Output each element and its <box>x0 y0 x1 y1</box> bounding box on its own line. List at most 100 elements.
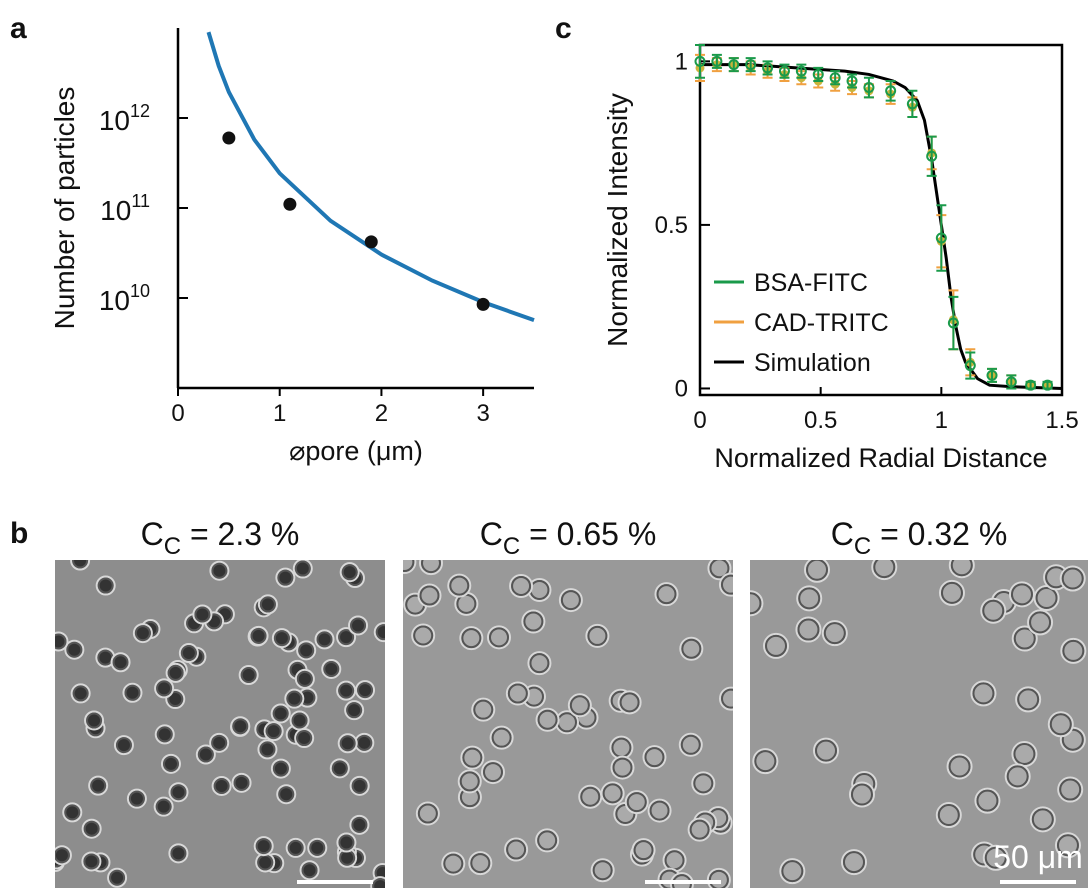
panel-label: b <box>10 517 28 550</box>
cell-halo <box>647 798 672 823</box>
cell-halo <box>289 710 310 731</box>
cell <box>1056 834 1079 857</box>
cell <box>97 649 114 666</box>
cell <box>511 575 532 596</box>
cell-halo <box>567 693 592 718</box>
cell <box>823 622 846 645</box>
point <box>863 82 875 94</box>
cell <box>162 755 179 772</box>
cell <box>257 854 274 871</box>
cell-halo <box>480 760 505 785</box>
cell <box>664 850 685 871</box>
cell-halo <box>1047 711 1074 738</box>
cell <box>83 853 100 870</box>
cell-halo <box>642 745 667 770</box>
cell-halo <box>132 623 153 644</box>
cell-halo <box>460 745 485 770</box>
cell <box>587 625 608 646</box>
cell-halo <box>938 579 965 606</box>
cell <box>976 789 999 812</box>
point <box>1042 379 1054 391</box>
cell <box>232 718 249 735</box>
point <box>926 150 938 162</box>
cell <box>286 690 303 707</box>
panel-label: c <box>555 12 572 45</box>
cell <box>1013 627 1036 650</box>
cell <box>507 683 528 704</box>
y-axis-label: Number of particles <box>49 87 80 330</box>
cell <box>167 691 184 708</box>
cell-halo <box>62 802 83 823</box>
cell <box>109 869 126 886</box>
cell-halo <box>257 594 278 615</box>
cell <box>461 628 482 649</box>
cell <box>462 747 483 768</box>
cell <box>339 849 356 866</box>
y-tick-label: 0.5 <box>655 212 688 239</box>
cell-halo <box>763 632 790 659</box>
cell <box>156 680 173 697</box>
cell <box>259 596 276 613</box>
cell <box>170 784 187 801</box>
image-title: CC = 2.3 % <box>141 516 300 560</box>
cell-halo <box>1060 637 1087 664</box>
point <box>778 65 790 77</box>
cell-halo <box>349 775 370 796</box>
y-axis-label: Normalized Intensity <box>602 93 633 347</box>
cell-halo <box>349 814 370 835</box>
cell <box>115 737 132 754</box>
cell <box>611 737 632 758</box>
cell-halo <box>296 640 317 661</box>
cell <box>580 786 601 807</box>
cell <box>272 760 289 777</box>
cell-halo <box>706 867 731 888</box>
x-tick-label: 2 <box>375 400 388 427</box>
legend-label: Simulation <box>754 349 871 377</box>
cell <box>296 730 313 747</box>
point <box>935 232 947 244</box>
cell-halo <box>1004 763 1031 790</box>
point <box>829 72 841 84</box>
y-tick-label: 1011 <box>100 191 150 226</box>
cell <box>167 664 184 681</box>
point <box>964 360 976 372</box>
error-bar <box>885 79 896 102</box>
cell <box>296 670 313 687</box>
cell-halo <box>687 817 712 842</box>
cell-halo <box>505 681 530 706</box>
title-sub: C <box>854 533 871 560</box>
cell <box>375 624 385 641</box>
cell <box>470 853 491 874</box>
cell <box>940 581 963 604</box>
cell-halo <box>935 802 962 829</box>
x-tick-label: 3 <box>476 400 489 427</box>
cell <box>66 641 83 658</box>
cell <box>1013 743 1036 766</box>
line <box>700 63 1063 390</box>
cell <box>850 783 873 806</box>
point <box>222 131 236 145</box>
cell <box>55 633 67 650</box>
cell <box>972 682 995 705</box>
cell-halo <box>253 836 274 857</box>
cell <box>259 741 276 758</box>
cell <box>482 762 503 783</box>
cell <box>356 734 373 751</box>
title-main: C <box>480 516 503 552</box>
point <box>745 59 757 71</box>
cell <box>194 606 211 623</box>
cell <box>680 734 701 755</box>
image-title: CC = 0.65 % <box>480 516 657 560</box>
cell <box>72 560 89 569</box>
cell-halo <box>804 560 831 583</box>
cell-halo <box>669 872 694 888</box>
cell <box>240 666 257 683</box>
cell-halo <box>403 560 417 575</box>
y-tick-base: 10 <box>100 195 131 226</box>
cell <box>156 726 173 743</box>
x-tick-label: 1.5 <box>1045 407 1078 434</box>
axes-frame <box>698 43 1064 397</box>
title-rest: = 2.3 % <box>181 516 299 552</box>
y-tick-base: 10 <box>99 285 130 316</box>
cell-halo <box>211 775 232 796</box>
